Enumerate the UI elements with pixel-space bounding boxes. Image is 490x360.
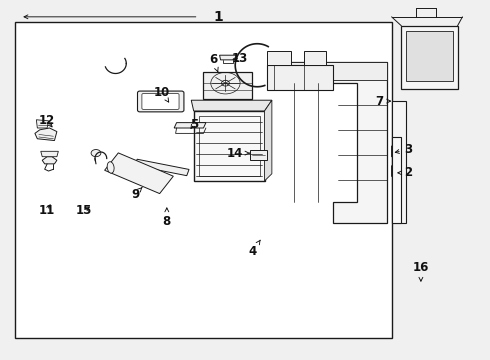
- Bar: [135, 159, 189, 176]
- FancyBboxPatch shape: [138, 91, 184, 112]
- Bar: [15, 22, 392, 338]
- Polygon shape: [220, 55, 236, 60]
- Polygon shape: [41, 151, 58, 157]
- Text: 15: 15: [75, 204, 92, 217]
- Text: 12: 12: [39, 114, 55, 127]
- Polygon shape: [392, 101, 406, 223]
- Text: 9: 9: [131, 188, 142, 201]
- Polygon shape: [284, 62, 387, 223]
- Text: 14: 14: [227, 147, 249, 159]
- Polygon shape: [392, 166, 404, 176]
- Polygon shape: [267, 65, 333, 90]
- Polygon shape: [406, 31, 453, 81]
- Text: 4: 4: [248, 240, 260, 258]
- Polygon shape: [392, 146, 404, 157]
- Text: 1: 1: [213, 10, 223, 24]
- Text: 5: 5: [190, 118, 198, 131]
- FancyBboxPatch shape: [142, 94, 179, 109]
- Text: 10: 10: [154, 86, 170, 102]
- Text: 7: 7: [375, 95, 391, 108]
- Text: 16: 16: [413, 261, 429, 281]
- Polygon shape: [203, 72, 252, 99]
- Polygon shape: [35, 128, 57, 140]
- Text: 13: 13: [232, 51, 248, 64]
- Polygon shape: [42, 157, 57, 164]
- Bar: [198, 116, 260, 176]
- Polygon shape: [250, 149, 267, 160]
- Text: 3: 3: [395, 143, 413, 156]
- Polygon shape: [392, 137, 401, 223]
- Text: 2: 2: [398, 166, 413, 179]
- Polygon shape: [267, 51, 292, 65]
- Polygon shape: [401, 26, 458, 89]
- Polygon shape: [194, 111, 265, 181]
- Polygon shape: [191, 100, 272, 111]
- Polygon shape: [36, 120, 49, 128]
- Ellipse shape: [107, 162, 114, 173]
- Polygon shape: [284, 62, 387, 80]
- Text: 11: 11: [39, 204, 55, 217]
- Bar: [105, 153, 173, 194]
- Text: 6: 6: [209, 53, 218, 72]
- Polygon shape: [265, 100, 272, 181]
- Text: 8: 8: [163, 208, 171, 228]
- Polygon shape: [304, 51, 326, 65]
- Polygon shape: [174, 123, 206, 128]
- Circle shape: [91, 149, 101, 157]
- Circle shape: [221, 80, 229, 86]
